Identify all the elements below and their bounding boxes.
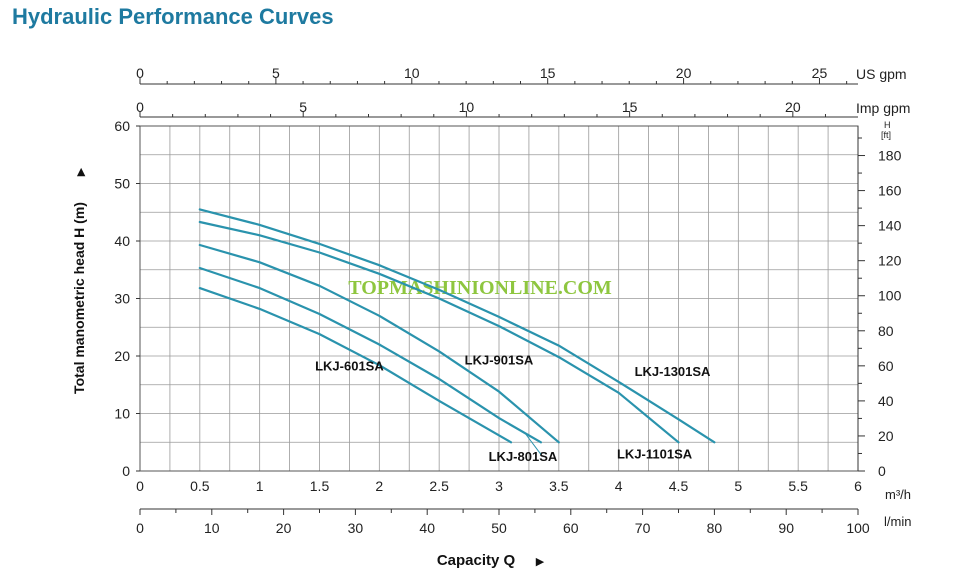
series-label: LKJ-601SA	[315, 358, 384, 373]
usgpm-tick-label: 25	[812, 65, 828, 81]
x-tick-label: 4	[615, 478, 623, 494]
lmin-tick-label: 40	[419, 520, 435, 536]
ft-tick-label: 180	[878, 148, 902, 164]
x-axis-arrow-icon: ▶	[536, 555, 545, 568]
x-tick-label: 2	[375, 478, 383, 494]
usgpm-tick-label: 0	[136, 65, 144, 81]
label-layer: LKJ-601SA LKJ-801SA LKJ-901SA LKJ-1101SA LKJ…	[315, 353, 711, 465]
series-line-lkj-801sa	[198, 266, 542, 444]
x-tick-label: 3.5	[549, 478, 569, 494]
y-tick-label: 10	[114, 406, 130, 422]
lmin-tick-label: 50	[491, 520, 507, 536]
y-axis-arrow-icon: ▶	[74, 167, 87, 176]
usgpm-tick-label: 10	[404, 65, 420, 81]
usgpm-tick-label: 20	[676, 65, 692, 81]
x-tick-label: 2.5	[429, 478, 449, 494]
ft-unit-label: [ft]	[881, 130, 891, 140]
x-tick-label: 4.5	[669, 478, 689, 494]
x-unit-label: m³/h	[885, 487, 911, 502]
page-title: Hydraulic Performance Curves	[12, 4, 334, 29]
usgpm-tick-label: 15	[540, 65, 556, 81]
ft-tick-label: 40	[878, 393, 894, 409]
usgpm-unit-label: US gpm	[856, 66, 907, 82]
impgpm-unit-label: Imp gpm	[856, 100, 910, 116]
x-tick-label: 5.5	[788, 478, 808, 494]
series-line-lkj-601sa	[198, 287, 513, 444]
series-layer	[198, 208, 716, 444]
series-label: LKJ-801SA	[489, 449, 558, 464]
lmin-tick-label: 70	[635, 520, 651, 536]
lmin-tick-label: 20	[276, 520, 292, 536]
watermark: TOPMASHINIONLINE.COM	[348, 277, 612, 299]
impgpm-tick-label: 5	[299, 99, 307, 115]
ft-tick-label: 0	[878, 463, 886, 479]
lmin-tick-label: 10	[204, 520, 220, 536]
y-axis-title: Total manometric head H (m)	[71, 202, 87, 394]
x-tick-label: 1.5	[310, 478, 330, 494]
ft-tick-label: 60	[878, 358, 894, 374]
impgpm-tick-label: 20	[785, 99, 801, 115]
lmin-tick-label: 100	[846, 520, 870, 536]
y-tick-label: 60	[114, 118, 130, 134]
ft-tick-label: 120	[878, 253, 902, 269]
x-tick-label: 6	[854, 478, 862, 494]
lmin-tick-label: 90	[778, 520, 794, 536]
lmin-unit-label: l/min	[884, 514, 911, 529]
ft-tick-label: 140	[878, 218, 902, 234]
impgpm-tick-label: 15	[622, 99, 638, 115]
impgpm-tick-label: 0	[136, 99, 144, 115]
ft-tick-label: 100	[878, 288, 902, 304]
lmin-tick-label: 0	[136, 520, 144, 536]
lmin-tick-label: 30	[348, 520, 364, 536]
series-line-lkj-1301sa	[198, 208, 716, 444]
y-tick-label: 40	[114, 233, 130, 249]
series-label: LKJ-1101SA	[617, 446, 693, 461]
series-label: LKJ-1301SA	[635, 364, 711, 379]
lmin-tick-label: 80	[707, 520, 723, 536]
usgpm-tick-label: 5	[272, 65, 280, 81]
series-line-lkj-901sa	[198, 243, 560, 444]
series-label: LKJ-901SA	[465, 353, 534, 368]
ft-unit-top-label: H	[884, 120, 891, 130]
lmin-tick-label: 60	[563, 520, 579, 536]
y-tick-label: 20	[114, 348, 130, 364]
series-line-lkj-1101sa	[198, 220, 680, 444]
x-axis-title: Capacity Q	[437, 552, 516, 569]
y-tick-label: 50	[114, 176, 130, 192]
y-tick-label: 30	[114, 291, 130, 307]
series-label-pointer	[524, 433, 542, 455]
x-tick-label: 0.5	[190, 478, 210, 494]
x-tick-label: 1	[256, 478, 264, 494]
grid-layer	[139, 125, 859, 472]
ft-tick-label: 160	[878, 183, 902, 199]
x-tick-label: 3	[495, 478, 503, 494]
x-tick-label: 5	[734, 478, 742, 494]
x-tick-label: 0	[136, 478, 144, 494]
y-tick-label: 0	[122, 463, 130, 479]
ft-tick-label: 20	[878, 428, 894, 444]
ft-tick-label: 80	[878, 323, 894, 339]
impgpm-tick-label: 10	[459, 99, 475, 115]
